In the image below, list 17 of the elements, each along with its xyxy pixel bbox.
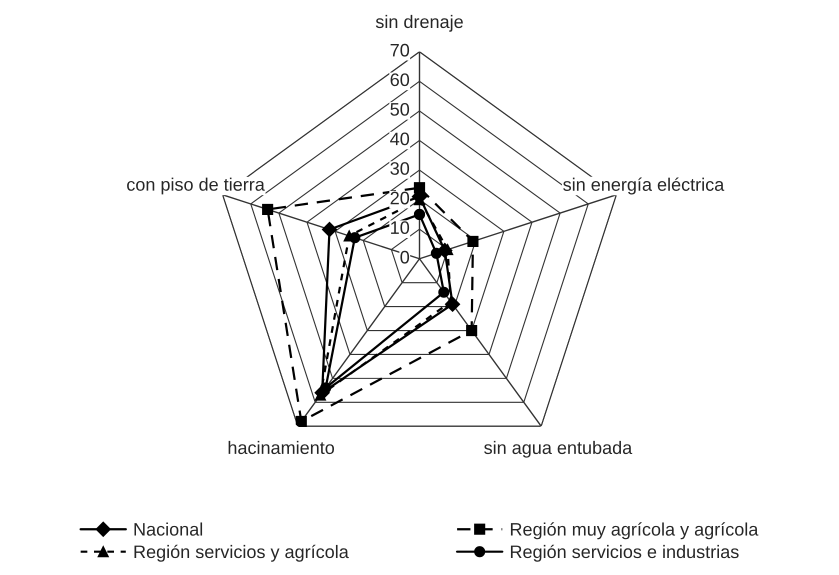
spoke-label: hacinamiento: [228, 440, 334, 454]
legend-label: Región muy agrícola y agrícola: [510, 522, 758, 540]
y-tick-label: 30: [390, 162, 410, 175]
spoke-label: con piso de tierra: [127, 178, 265, 194]
y-tick-label: 20: [390, 192, 410, 204]
y-tick-label: 10: [391, 221, 410, 234]
y-tick-label: 40: [390, 132, 410, 146]
legend-label: Región servicios e industrias: [510, 544, 739, 562]
y-tick-label: 0: [400, 250, 410, 264]
legend-label: Región servicios y agrícola: [134, 544, 349, 562]
y-tick-label: 60: [390, 73, 410, 86]
spoke-label: sin energía eléctrica: [563, 177, 724, 195]
legend-label: Nacional: [134, 522, 202, 536]
y-tick-label: 50: [390, 102, 410, 116]
y-tick-label: 70: [390, 44, 410, 57]
spoke-label: sin drenaje: [376, 14, 463, 32]
spoke-label: sin agua entubada: [484, 440, 632, 458]
